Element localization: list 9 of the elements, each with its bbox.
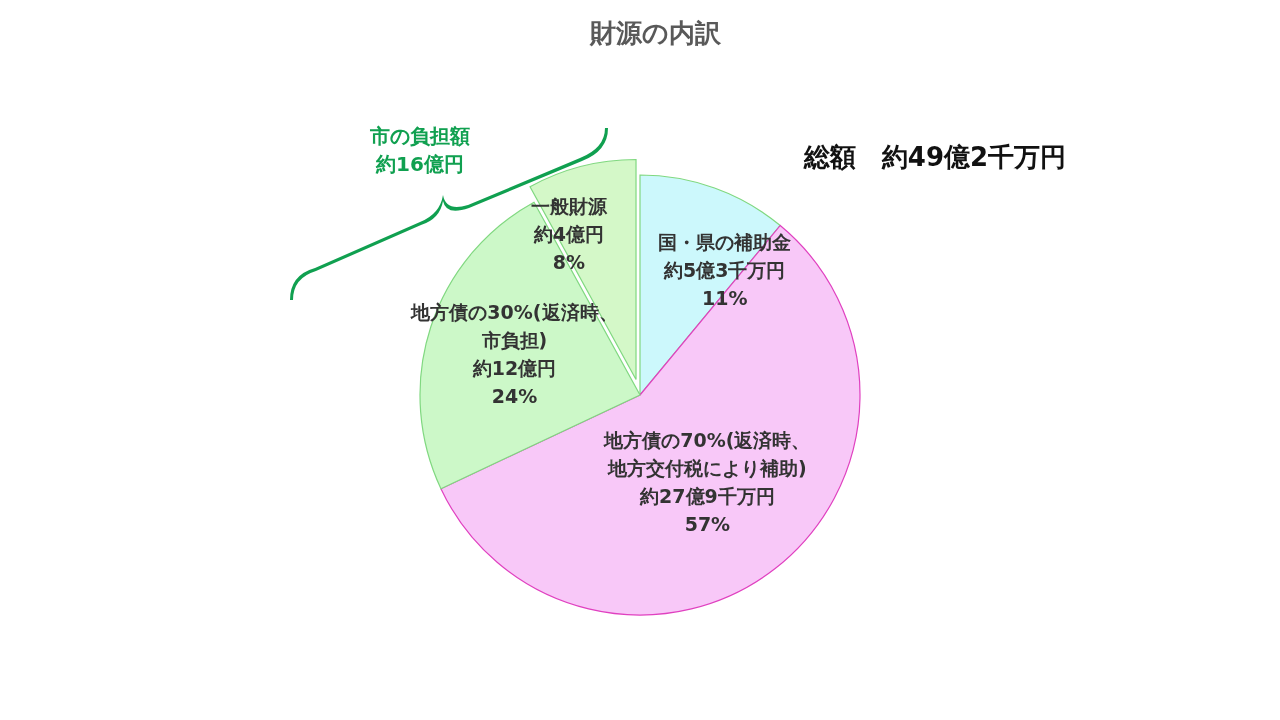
slice-label: 一般財源約4億円 xyxy=(530,195,608,246)
data-label: 24% xyxy=(491,384,538,407)
data-label: 8% xyxy=(552,251,585,274)
text: 市の負担額約16億円 xyxy=(369,124,470,176)
slice-label: 地方債の30%(返済時、市負担)約12億円 xyxy=(410,300,618,379)
text: 総額 約49億2千万円 xyxy=(802,142,1067,173)
data-label: 57% xyxy=(684,512,731,535)
slice-label: 地方債の70%(返済時、地方交付税により補助)約27億9千万円 xyxy=(603,428,811,507)
chart-title: 財源の内訳 xyxy=(588,18,722,49)
